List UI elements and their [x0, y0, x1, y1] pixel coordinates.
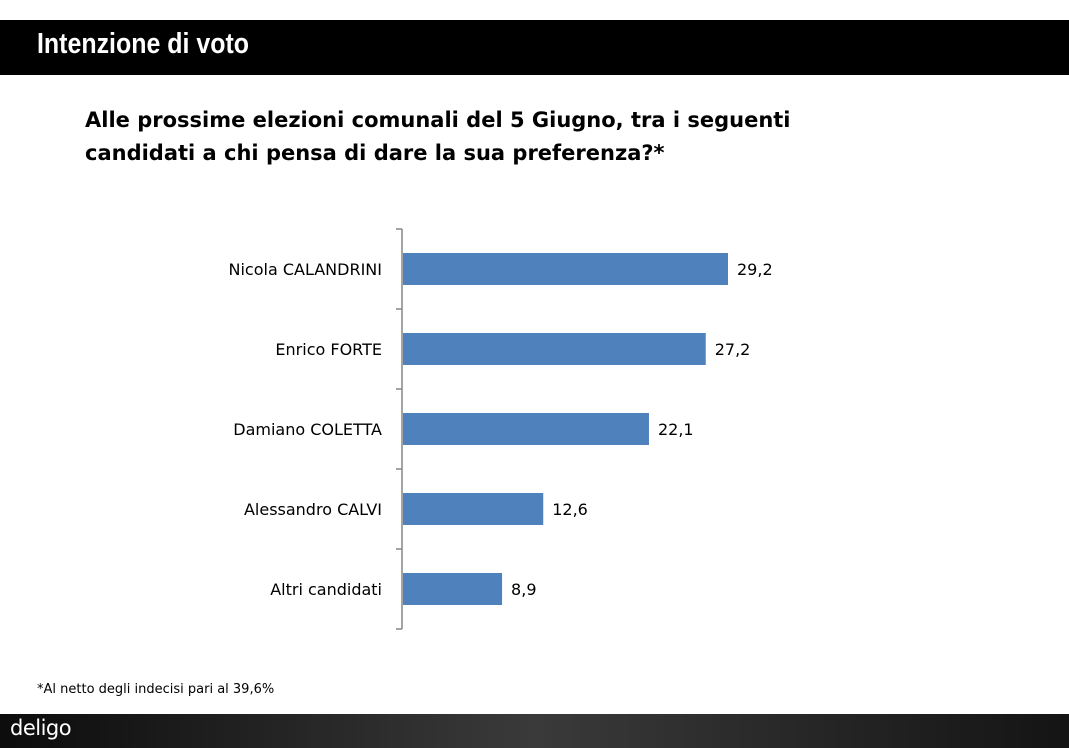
bar	[403, 413, 649, 445]
bar	[403, 573, 503, 605]
title-bar	[0, 20, 1069, 75]
footer-bar	[0, 714, 1069, 748]
brand-logo: deligo	[10, 716, 72, 740]
data-label: 8,9	[511, 580, 536, 599]
bar	[403, 493, 544, 525]
category-label: Altri candidati	[270, 580, 382, 599]
data-label: 27,2	[715, 340, 751, 359]
data-label: 29,2	[737, 260, 773, 279]
footnote: *Al netto degli indecisi pari al 39,6%	[37, 682, 275, 697]
data-label: 22,1	[658, 420, 694, 439]
category-label: Enrico FORTE	[275, 340, 382, 359]
category-label: Nicola CALANDRINI	[229, 260, 383, 279]
bar	[403, 333, 706, 365]
bar	[403, 253, 728, 285]
category-label: Alessandro CALVI	[244, 500, 382, 519]
category-label: Damiano COLETTA	[233, 420, 382, 439]
page-title: Intenzione di voto	[37, 28, 249, 60]
survey-question: Alle prossime elezioni comunali del 5 Gi…	[85, 108, 791, 165]
data-label: 12,6	[552, 500, 588, 519]
